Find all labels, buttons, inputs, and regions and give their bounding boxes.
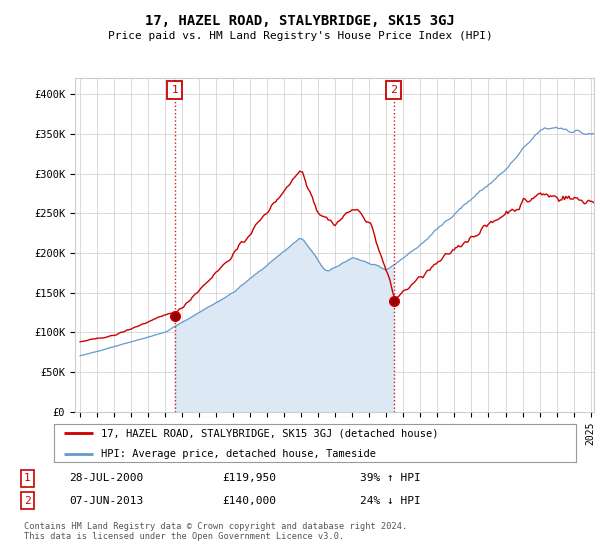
Text: Price paid vs. HM Land Registry's House Price Index (HPI): Price paid vs. HM Land Registry's House … [107,31,493,41]
Text: 1: 1 [24,473,31,483]
Text: £140,000: £140,000 [222,496,276,506]
Text: 24% ↓ HPI: 24% ↓ HPI [360,496,421,506]
Text: Contains HM Land Registry data © Crown copyright and database right 2024.
This d: Contains HM Land Registry data © Crown c… [24,522,407,542]
Text: 2: 2 [390,85,397,95]
Text: £119,950: £119,950 [222,473,276,483]
Text: 17, HAZEL ROAD, STALYBRIDGE, SK15 3GJ (detached house): 17, HAZEL ROAD, STALYBRIDGE, SK15 3GJ (d… [101,428,439,438]
Text: 07-JUN-2013: 07-JUN-2013 [69,496,143,506]
Text: HPI: Average price, detached house, Tameside: HPI: Average price, detached house, Tame… [101,449,376,459]
Text: 1: 1 [172,85,178,95]
Text: 2: 2 [24,496,31,506]
Text: 28-JUL-2000: 28-JUL-2000 [69,473,143,483]
Text: 39% ↑ HPI: 39% ↑ HPI [360,473,421,483]
Text: 17, HAZEL ROAD, STALYBRIDGE, SK15 3GJ: 17, HAZEL ROAD, STALYBRIDGE, SK15 3GJ [145,14,455,28]
